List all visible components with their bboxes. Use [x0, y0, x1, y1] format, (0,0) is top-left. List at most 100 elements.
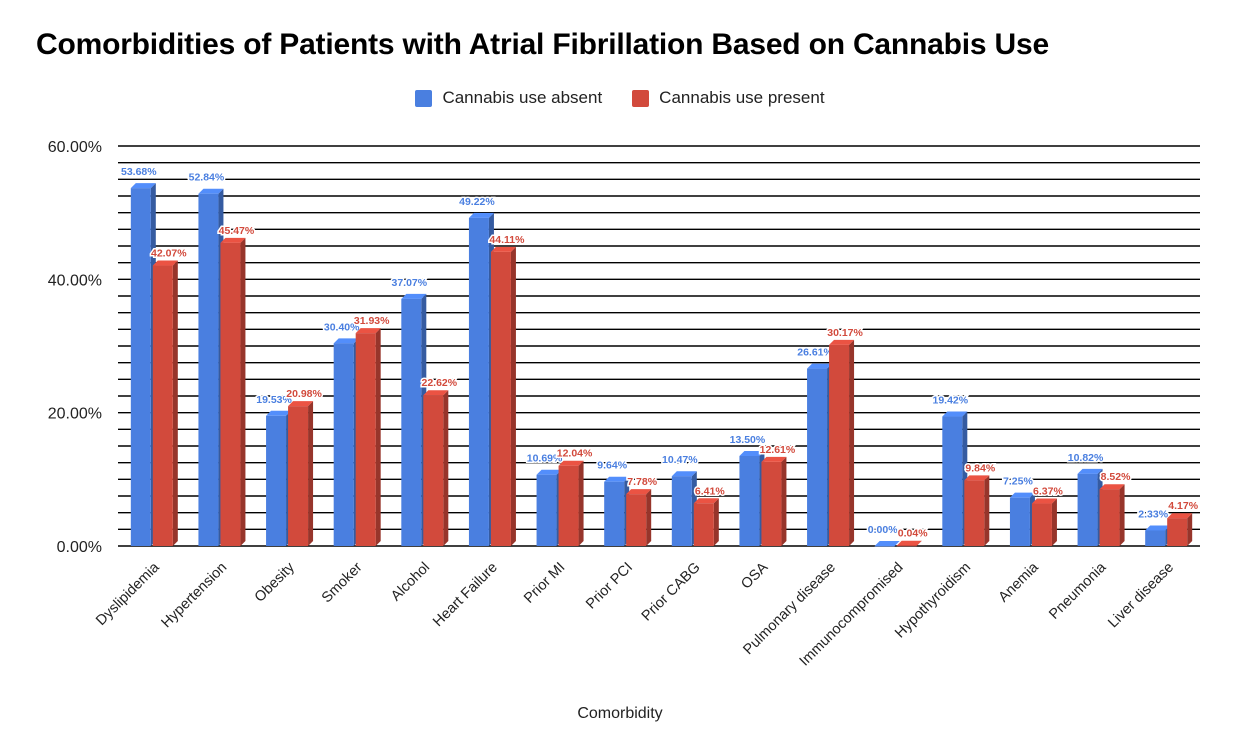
- bar-side-present: [1119, 484, 1125, 546]
- bar-top-present: [693, 498, 719, 504]
- data-label-absent: 19.53%: [256, 394, 292, 406]
- bar-side-present: [510, 246, 516, 546]
- bar-absent: [266, 415, 287, 546]
- data-label-present: 22.62%: [422, 377, 458, 389]
- bar-top-absent: [739, 451, 765, 456]
- bar-present: [423, 395, 444, 546]
- bar-top-present: [896, 540, 922, 546]
- bar-top-present: [558, 460, 584, 466]
- data-label-absent: 53.68%: [121, 166, 157, 178]
- bar-top-absent: [874, 541, 900, 546]
- bar-top-absent: [468, 212, 494, 218]
- bar-present: [761, 461, 782, 546]
- legend-label-present: Cannabis use present: [659, 88, 825, 107]
- bar-absent: [942, 416, 963, 546]
- bar-absent: [604, 481, 625, 546]
- bar-absent: [807, 368, 828, 546]
- data-label-absent: 49.22%: [459, 196, 495, 208]
- bar-absent: [874, 546, 895, 547]
- data-label-absent: 13.50%: [730, 434, 766, 446]
- legend-swatch-absent: [415, 89, 433, 107]
- bar-top-present: [964, 475, 990, 481]
- bar-top-present: [626, 489, 652, 495]
- bar-top-present: [490, 246, 516, 252]
- bar-side-present: [1187, 513, 1193, 546]
- data-label-present: 4.17%: [1168, 500, 1198, 512]
- bar-top-absent: [333, 338, 359, 344]
- data-label-present: 12.61%: [760, 444, 796, 456]
- bar-top-absent: [130, 183, 156, 189]
- data-label-absent: 19.42%: [933, 395, 969, 407]
- data-label-present: 44.11%: [489, 234, 525, 246]
- bar-present: [220, 242, 241, 546]
- bar-present: [1099, 489, 1120, 546]
- x-tick-label: OSA: [738, 559, 771, 592]
- bar-absent: [198, 193, 219, 546]
- data-label-present: 9.84%: [965, 462, 995, 474]
- data-label-present: 31.93%: [354, 315, 390, 327]
- x-tick-label: Dyslipidemia: [93, 559, 163, 629]
- y-tick-label: 40.00%: [48, 272, 102, 289]
- legend-item-absent[interactable]: Cannabis use absent: [415, 88, 602, 108]
- bar-side-present: [646, 489, 652, 546]
- bar-top-absent: [266, 410, 292, 416]
- x-tick-label: Prior MI: [521, 560, 568, 607]
- bar-top-absent: [807, 363, 833, 369]
- bar-top-present: [1099, 484, 1125, 490]
- bar-top-present: [1031, 498, 1057, 504]
- data-label-present: 12.04%: [557, 448, 593, 460]
- data-label-present: 8.52%: [1101, 471, 1131, 483]
- bar-present: [896, 545, 917, 547]
- data-label-absent: 10.47%: [662, 454, 698, 466]
- data-label-present: 0.04%: [898, 528, 928, 540]
- data-label-present: 42.07%: [151, 248, 187, 260]
- bar-side-present: [578, 460, 584, 546]
- bar-top-absent: [604, 476, 630, 482]
- data-label-absent: 7.25%: [1003, 476, 1033, 488]
- bar-present: [152, 265, 173, 546]
- bar-top-present: [355, 328, 381, 334]
- bar-absent: [1009, 497, 1030, 546]
- data-label-present: 20.98%: [286, 388, 322, 400]
- x-tick-label: Prior CABG: [639, 560, 704, 625]
- bar-side-present: [172, 260, 178, 546]
- data-label-absent: 52.84%: [189, 172, 225, 184]
- bar-absent: [333, 343, 354, 546]
- data-label-absent: 2.33%: [1138, 508, 1168, 520]
- data-label-present: 30.17%: [827, 327, 863, 339]
- bar-present: [1031, 503, 1052, 546]
- y-tick-label: 0.00%: [57, 539, 102, 556]
- bar-present: [558, 465, 579, 546]
- bar-present: [626, 494, 647, 546]
- x-tick-label: Heart Failure: [430, 560, 501, 631]
- bar-top-present: [761, 456, 787, 462]
- data-label-absent: 37.07%: [392, 277, 428, 289]
- bar-present: [829, 344, 850, 546]
- bar-side-present: [916, 540, 922, 546]
- x-tick-label: Prior PCI: [583, 560, 636, 613]
- bar-present: [288, 406, 309, 546]
- bar-top-present: [829, 339, 855, 345]
- y-tick-label: 60.00%: [48, 139, 102, 156]
- x-tick-label: Liver disease: [1105, 560, 1177, 632]
- bar-side-present: [1051, 498, 1057, 546]
- x-axis-title: Comorbidity: [577, 705, 663, 722]
- chart-title: Comorbidities of Patients with Atrial Fi…: [36, 28, 1049, 61]
- data-label-absent: 30.40%: [324, 321, 360, 333]
- x-tick-label: Obesity: [252, 559, 299, 606]
- bar-side-present: [443, 390, 449, 546]
- bar-present: [355, 333, 376, 546]
- bar-absent: [739, 456, 760, 546]
- x-tick-label: Hypertension: [159, 560, 231, 632]
- bar-present: [1167, 518, 1188, 546]
- bar-top-present: [220, 237, 246, 243]
- bar-top-absent: [1009, 492, 1035, 498]
- bar-top-present: [288, 401, 314, 407]
- bar-top-absent: [942, 411, 968, 417]
- legend-item-present[interactable]: Cannabis use present: [632, 88, 825, 108]
- bar-absent: [1077, 473, 1098, 546]
- y-tick-label: 20.00%: [48, 406, 102, 423]
- bar-side-present: [308, 401, 314, 546]
- bar-side-present: [240, 237, 246, 546]
